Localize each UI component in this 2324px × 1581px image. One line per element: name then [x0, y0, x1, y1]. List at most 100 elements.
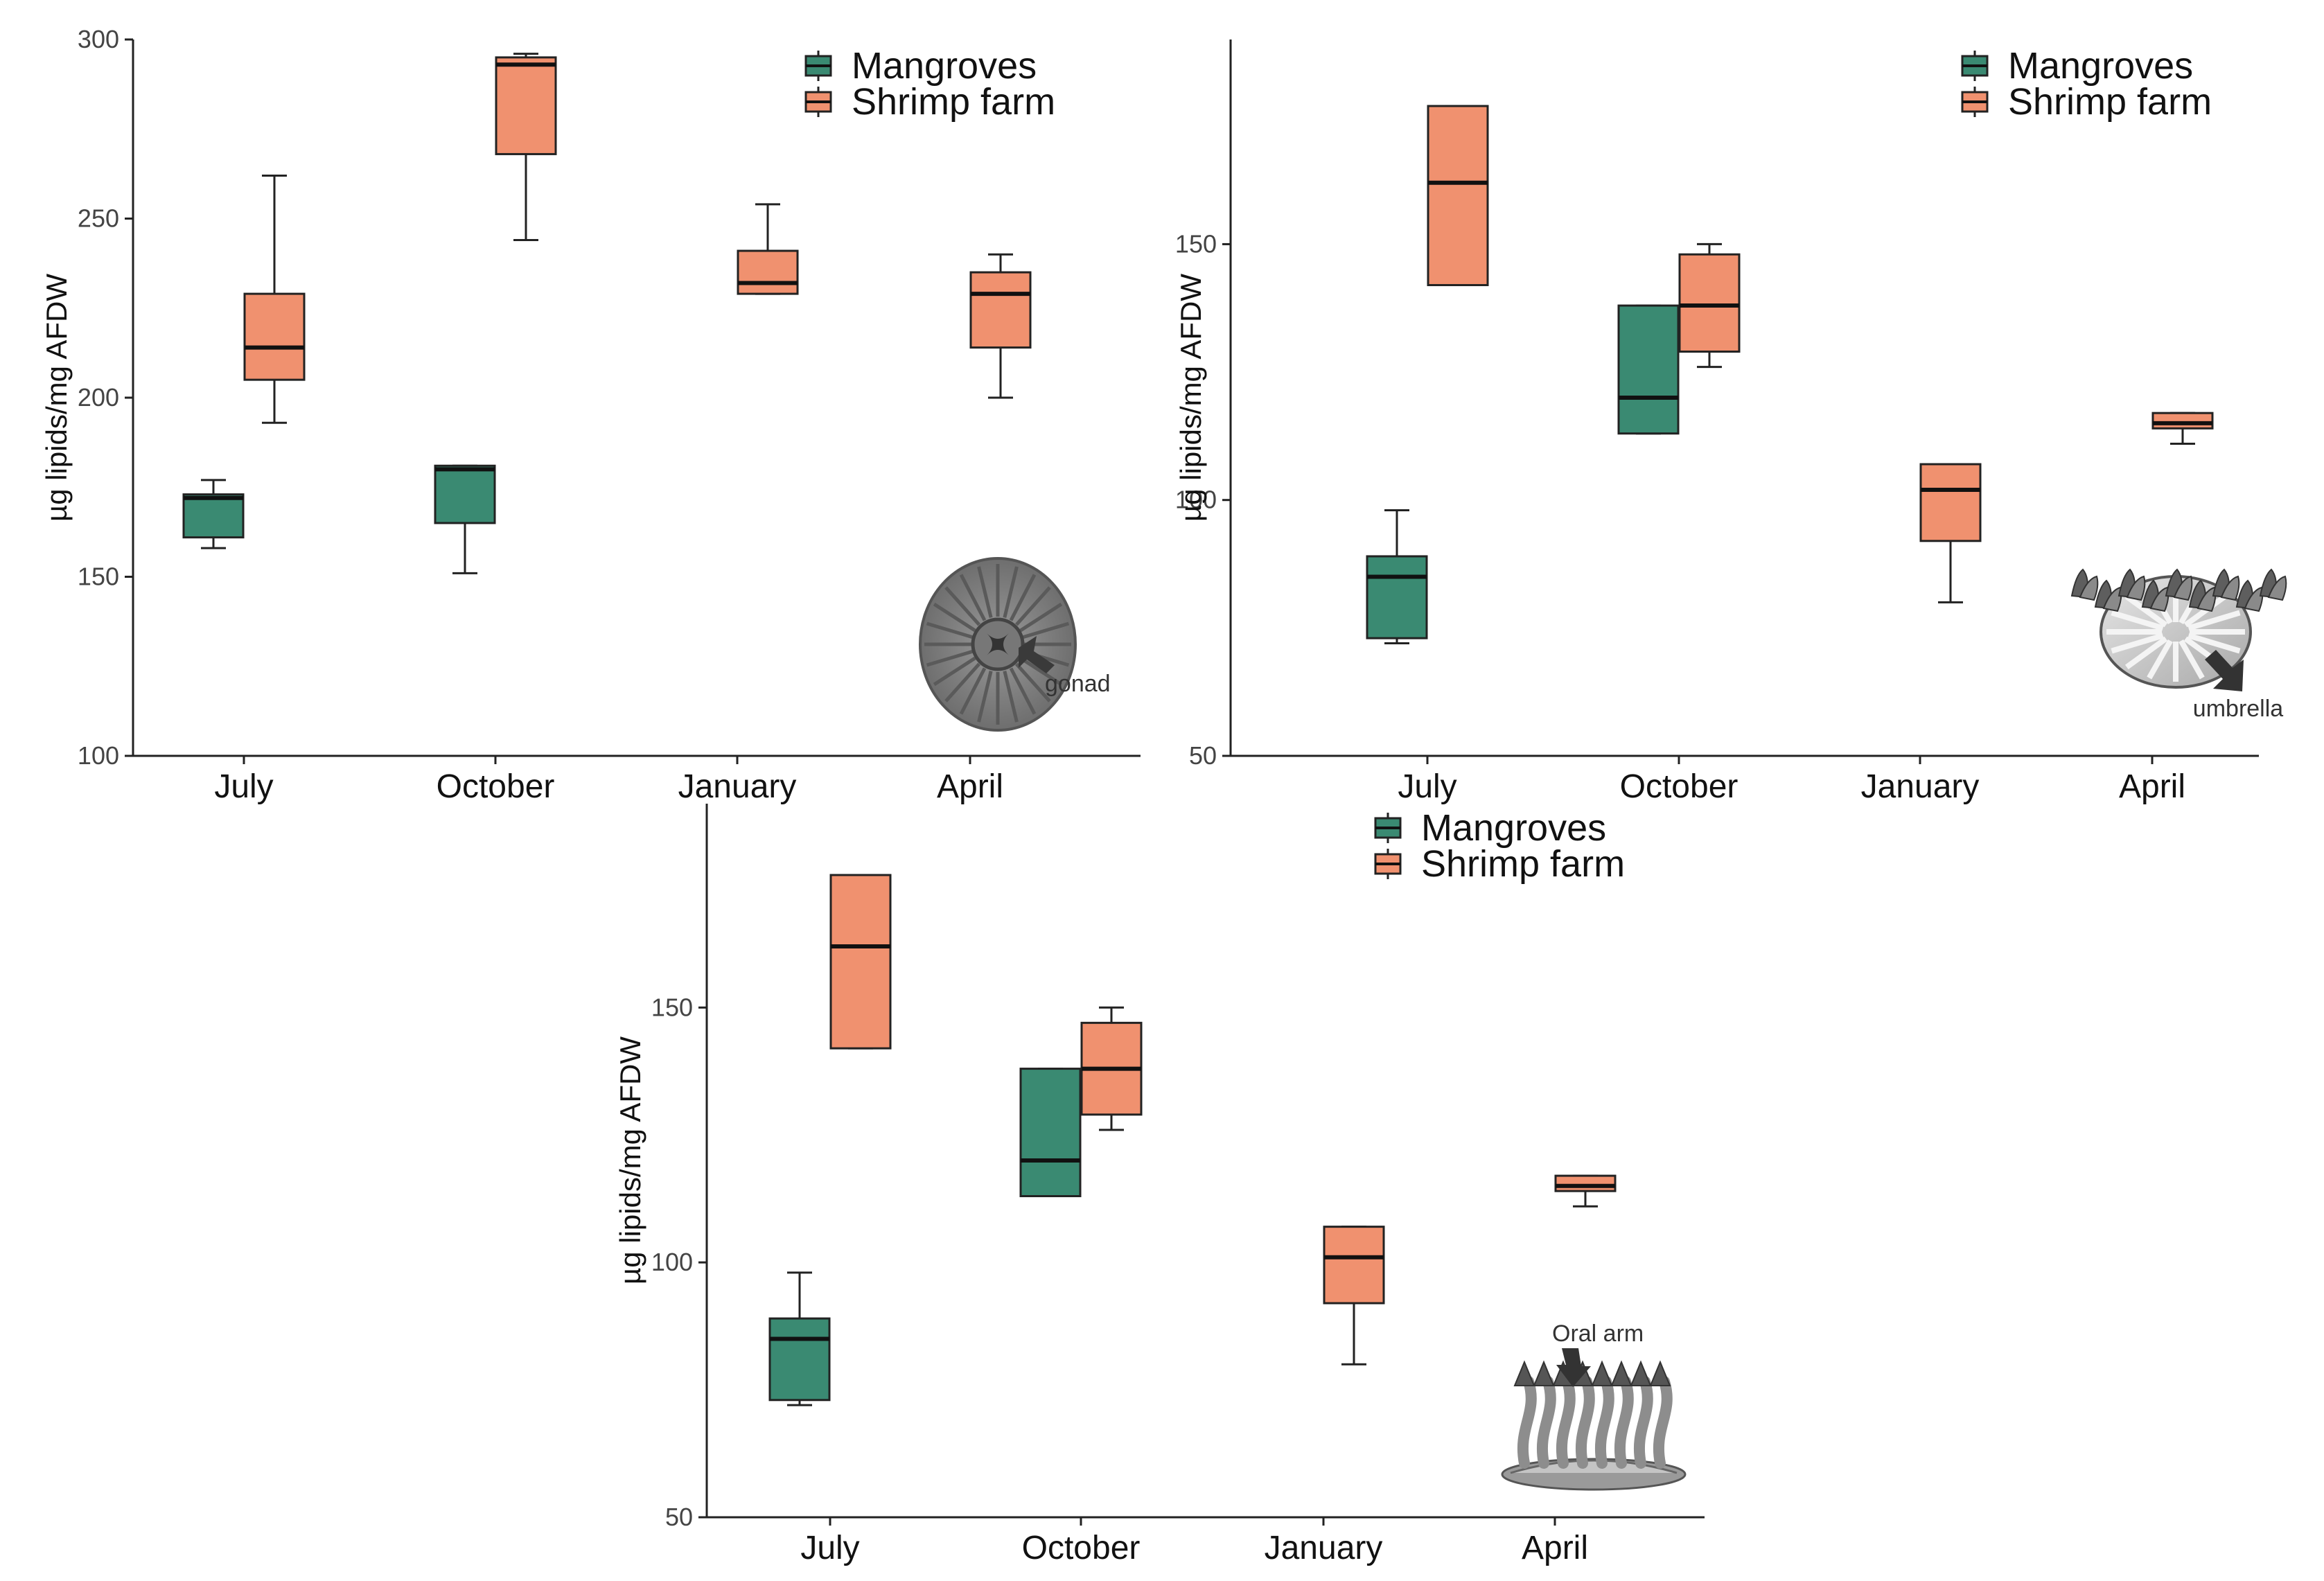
box-iqr [1678, 253, 1741, 353]
oral-frond [2126, 575, 2146, 601]
legend-key-mangroves [804, 51, 832, 81]
oral-frond [2267, 575, 2287, 601]
y-tick-label: 200 [78, 383, 119, 412]
x-tick-label: October [1620, 768, 1738, 805]
box-shrimp-farm-april [2151, 412, 2214, 445]
legend-key-shrimp-farm [1374, 849, 1402, 879]
radial-canal [944, 586, 980, 626]
box-shrimp-farm-october [495, 53, 557, 242]
box-shrimp-farm-october [1080, 1006, 1143, 1131]
y-tick-label: 100 [1175, 486, 1217, 514]
x-tick-label: January [1265, 1530, 1383, 1566]
box-iqr [1617, 304, 1680, 435]
arm-tip [1513, 1360, 1535, 1386]
oral-arm [1575, 1376, 1595, 1469]
box-iqr [2151, 412, 2214, 430]
y-axis-label: µg lipids/mg AFDW [1174, 274, 1207, 522]
oral-arm [1594, 1376, 1614, 1469]
oral-arm [1556, 1376, 1576, 1469]
legend-label: Mangroves [1421, 807, 1606, 849]
y-axis-label: µg lipids/mg AFDW [40, 274, 73, 522]
box-mangroves-july [768, 1271, 831, 1406]
oral-frond [2220, 575, 2240, 601]
umbrella-stripe [2124, 636, 2168, 670]
box-shrimp-farm-october [1678, 242, 1741, 369]
radial-canal [1003, 566, 1019, 618]
box-iqr [1919, 463, 1982, 542]
x-tick-label: April [2119, 768, 2185, 805]
umbrella-stripe [2183, 594, 2227, 628]
radial-canal [1003, 671, 1019, 723]
arm-tip [1533, 1360, 1555, 1386]
y-tick-label: 50 [1189, 741, 1217, 770]
box-iqr [1554, 1174, 1617, 1192]
box-mangroves-july [182, 479, 245, 549]
box-iqr [243, 292, 306, 381]
annotation-label: umbrella [2193, 696, 2283, 722]
radial-canal [1022, 621, 1070, 639]
legend-label: Shrimp farm [1421, 843, 1625, 885]
umbrella-stripe [2111, 610, 2164, 631]
radial-canal [977, 566, 993, 618]
radial-canal [926, 649, 974, 667]
box-shrimp-farm-july [243, 174, 306, 424]
arm-tip [1591, 1360, 1613, 1386]
y-tick-label: 100 [651, 1248, 693, 1276]
box-shrimp-farm-april [1554, 1174, 1617, 1208]
box-iqr [1019, 1068, 1082, 1197]
box-iqr [1427, 105, 1489, 287]
radial-canal [977, 671, 993, 723]
legend-key-shrimp-farm [1961, 87, 1989, 117]
radial-canal [1019, 656, 1063, 687]
box-iqr [737, 249, 799, 295]
box-iqr [182, 493, 245, 539]
box-shrimp-farm-july [1427, 105, 1489, 287]
x-tick-label: April [937, 768, 1003, 805]
radial-canal [1015, 662, 1051, 703]
umbrella-stripe [2187, 633, 2241, 654]
radial-canal [1019, 602, 1063, 633]
radial-canal [1009, 667, 1037, 715]
box-iqr [768, 1317, 831, 1402]
y-tick-label: 150 [651, 993, 693, 1021]
x-tick-label: July [1398, 768, 1456, 805]
jellyfish-umbrella-icon [2070, 568, 2287, 691]
box-mangroves-july [1366, 509, 1428, 645]
legend-key-shrimp-farm [804, 87, 832, 117]
box-iqr [434, 464, 496, 524]
x-tick-label: July [214, 768, 273, 805]
arrow-icon [1556, 1348, 1591, 1387]
legend-label: Mangroves [2008, 45, 2193, 87]
umbrella-stripe [2124, 594, 2168, 628]
box-iqr [829, 874, 892, 1050]
arm-tip [1649, 1360, 1671, 1386]
y-tick-label: 50 [665, 1503, 693, 1531]
umbrella-stripe [2111, 633, 2164, 654]
x-tick-label: October [437, 768, 555, 805]
oral-arm [1614, 1376, 1634, 1469]
arm-tip [1610, 1360, 1632, 1386]
radial-canal [959, 667, 987, 715]
box-shrimp-farm-july [829, 874, 892, 1050]
y-tick-label: 150 [78, 563, 119, 591]
legend-key-mangroves [1374, 813, 1402, 843]
x-tick-label: April [1522, 1530, 1588, 1566]
radial-canal [933, 602, 976, 633]
box-mangroves-october [434, 464, 496, 574]
box-mangroves-october [1019, 1068, 1082, 1197]
box-shrimp-farm-january [1323, 1226, 1385, 1366]
gonad-center [987, 633, 1009, 655]
arrow-icon [1019, 636, 1055, 673]
y-tick-label: 250 [78, 204, 119, 233]
box-mangroves-october [1617, 304, 1680, 435]
box-shrimp-farm-january [1919, 463, 1982, 603]
x-tick-label: January [678, 768, 797, 805]
box-iqr [495, 56, 557, 155]
legend-label: Mangroves [852, 45, 1037, 87]
y-tick-label: 150 [1175, 229, 1217, 258]
